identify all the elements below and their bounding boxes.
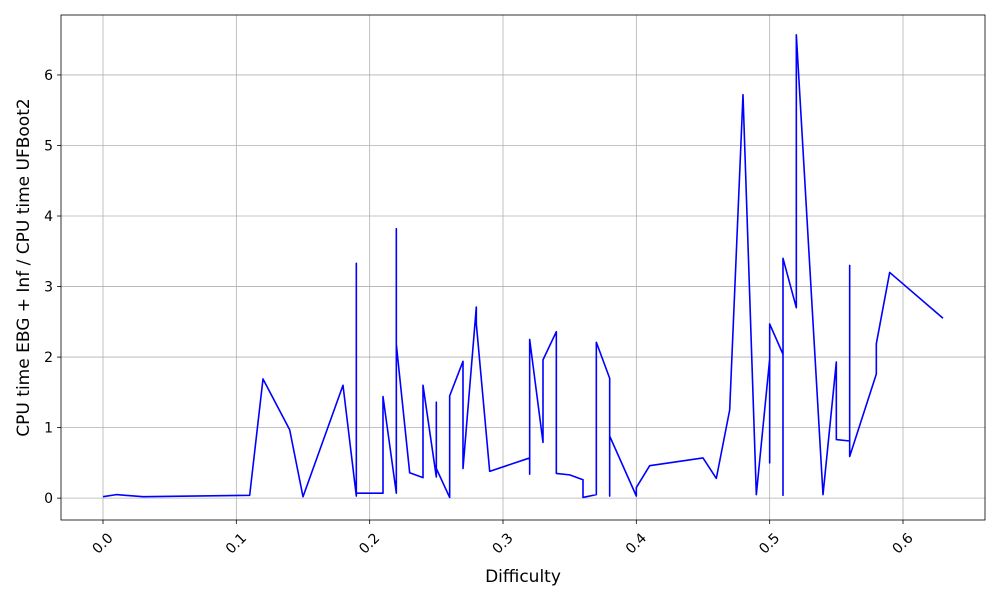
y-tick-label: 2	[44, 350, 53, 366]
y-tick-label: 0	[44, 491, 53, 507]
series-line	[102, 33, 944, 499]
y-tick-label: 6	[44, 68, 53, 84]
y-axis-label: CPU time EBG + Inf / CPU time UFBoot2	[14, 98, 34, 436]
y-tick-label: 1	[44, 421, 53, 437]
y-tick-label: 3	[44, 280, 53, 296]
y-tick-label: 4	[44, 209, 53, 225]
grid-lines	[61, 15, 985, 520]
y-tick-label: 5	[44, 138, 53, 154]
plot-frame	[60, 14, 986, 521]
series-layer	[102, 33, 944, 499]
x-axis-label: Difficulty	[485, 567, 561, 587]
